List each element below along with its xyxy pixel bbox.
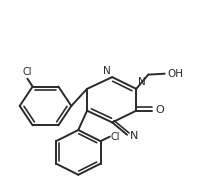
Text: N: N (130, 131, 138, 141)
Text: O: O (156, 105, 164, 115)
Text: Cl: Cl (111, 132, 120, 142)
Text: N: N (103, 66, 110, 76)
Text: OH: OH (167, 69, 183, 79)
Text: Cl: Cl (23, 67, 32, 77)
Text: N: N (138, 77, 146, 87)
